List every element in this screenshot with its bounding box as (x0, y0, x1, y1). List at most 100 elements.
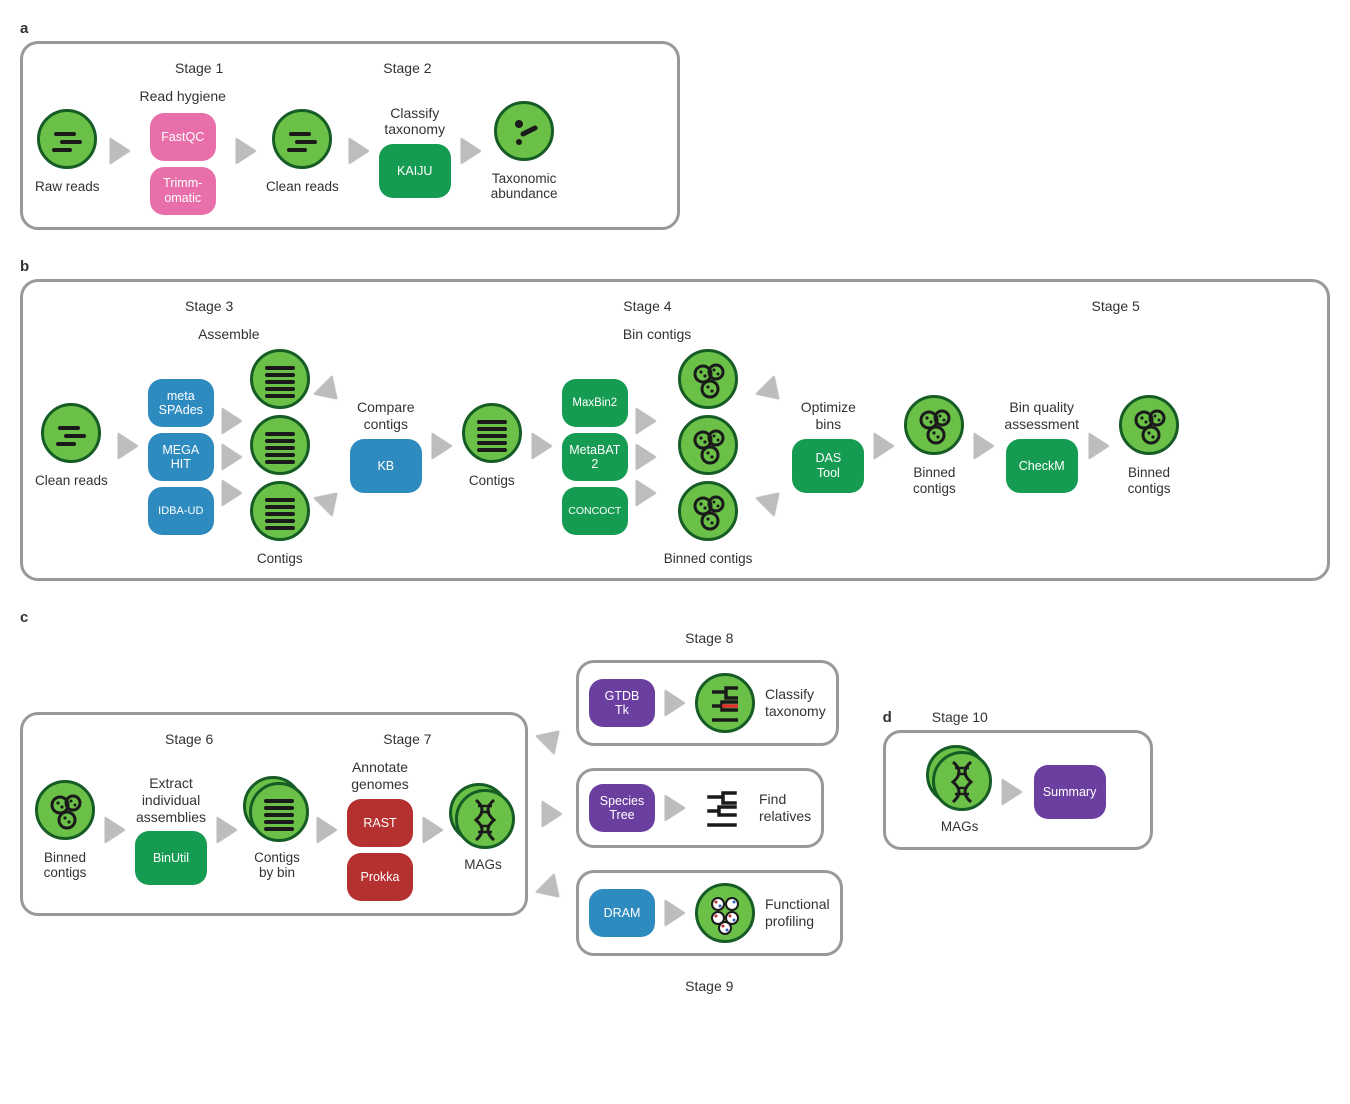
classify-tax-label: Classify taxonomy (384, 105, 445, 139)
arrow-icon (974, 433, 994, 459)
panel-b: Stage 3 Stage 4 Stage 5 Clean reads Asse… (20, 279, 1330, 581)
arrow-icon (756, 484, 789, 517)
maxbin2-box: MaxBin2 (562, 379, 628, 427)
raw-reads-caption: Raw reads (35, 179, 100, 195)
panel-d: MAGs Summary (883, 730, 1153, 850)
binned-caption: Binned contigs (913, 465, 956, 496)
stage8-box: GTDB Tk Classify taxonomy (576, 660, 839, 746)
arrow-icon (665, 900, 685, 926)
binned-icon (678, 349, 738, 409)
stage3-label: Stage 3 (185, 298, 233, 314)
speciestree-box: Species Tree (589, 784, 655, 832)
annotate-label: Annotate genomes (351, 759, 409, 793)
arrow-icon (222, 408, 242, 434)
arrow-icon (636, 444, 656, 470)
arrow-icon (874, 433, 894, 459)
trimmomatic-box: Trimm- omatic (150, 167, 216, 215)
metaspades-box: meta SPAdes (148, 379, 214, 427)
panel-a-label: a (20, 20, 28, 37)
arrow-icon (461, 138, 481, 164)
bincontigs-label: Bin contigs (623, 326, 691, 343)
stage7-label: Stage 7 (383, 731, 431, 747)
kb-box: KB (350, 439, 422, 493)
contigs-caption: Contigs (257, 551, 303, 567)
clean-reads-caption: Clean reads (266, 179, 339, 195)
compare-label: Compare contigs (357, 399, 415, 433)
stage8-label: Stage 8 (685, 630, 733, 646)
arrow-icon (317, 817, 337, 843)
mags-caption-d: MAGs (941, 819, 979, 835)
rast-box: RAST (347, 799, 413, 847)
binned-icon (904, 395, 964, 455)
arrow-icon (536, 722, 569, 755)
dastool-box: DAS Tool (792, 439, 864, 493)
panel-a: Stage 1 Stage 2 Raw reads Read hygiene F… (20, 41, 680, 230)
dram-box: DRAM (589, 889, 655, 937)
prokka-box: Prokka (347, 853, 413, 901)
arrow-icon (636, 480, 656, 506)
arrow-icon (105, 817, 125, 843)
findrel-label: Find relatives (759, 791, 811, 825)
binned-caption-c: Binned contigs (44, 850, 87, 881)
func-icon (695, 883, 755, 943)
clean-reads-icon (41, 403, 101, 463)
assemble-label: Assemble (198, 326, 259, 343)
arrow-icon (423, 817, 443, 843)
bqa-label: Bin quality assessment (1004, 399, 1079, 433)
classifytax-label-c: Classify taxonomy (765, 686, 826, 720)
mags-icon (932, 751, 992, 811)
arrow-icon (756, 376, 789, 409)
arrow-icon (349, 138, 369, 164)
raw-reads-icon (37, 109, 97, 169)
contigs-icon (250, 349, 310, 409)
gtdbtk-box: GTDB Tk (589, 679, 655, 727)
stage9-label: Stage 9 (685, 978, 733, 994)
arrow-icon (665, 690, 685, 716)
arrow-icon (222, 444, 242, 470)
read-hygiene-label: Read hygiene (140, 88, 226, 105)
arrow-icon (636, 408, 656, 434)
stage1-label: Stage 1 (175, 60, 223, 76)
arrow-icon (1089, 433, 1109, 459)
clean-reads-caption-b: Clean reads (35, 473, 108, 489)
arrow-icon (314, 484, 347, 517)
binned-icon (35, 780, 95, 840)
fastqc-box: FastQC (150, 113, 216, 161)
binned-icon (678, 481, 738, 541)
arrow-icon (1002, 779, 1022, 805)
arrow-icon (432, 433, 452, 459)
idbaud-box: IDBA-UD (148, 487, 214, 535)
funcprof-label: Functional profiling (765, 896, 830, 930)
concoct-box: CONCOCT (562, 487, 628, 535)
contigs-caption: Contigs (469, 473, 515, 489)
arrow-icon (665, 795, 685, 821)
arrow-icon (222, 480, 242, 506)
optimize-label: Optimize bins (801, 399, 856, 433)
arrow-icon (532, 433, 552, 459)
stage4-label: Stage 4 (623, 298, 671, 314)
tax-abund-caption: Taxonomic abundance (491, 171, 558, 202)
checkm-box: CheckM (1006, 439, 1078, 493)
mags-caption: MAGs (464, 857, 502, 873)
stage9-box: DRAM Functional profiling (576, 870, 843, 956)
stage8b-box: Species Tree Find relatives (576, 768, 824, 848)
arrow-icon (118, 433, 138, 459)
arrow-icon (236, 138, 256, 164)
panel-c-main: Stage 6 Stage 7 Binned contigs Extract i… (20, 712, 528, 916)
mags-icon (455, 789, 515, 849)
arrow-icon (536, 874, 569, 907)
binned-icon (678, 415, 738, 475)
stage2-label: Stage 2 (383, 60, 431, 76)
binutil-box: BinUtil (135, 831, 207, 885)
clean-reads-icon (272, 109, 332, 169)
panel-d-label: d (883, 709, 892, 726)
stage5-label: Stage 5 (1092, 298, 1140, 314)
tree-icon (695, 673, 755, 733)
summary-box: Summary (1034, 765, 1106, 819)
contigs-icon (462, 403, 522, 463)
binned-contigs-caption: Binned contigs (664, 551, 753, 567)
contigs-icon (250, 415, 310, 475)
stage6-label: Stage 6 (165, 731, 213, 747)
metabat2-box: MetaBAT 2 (562, 433, 628, 481)
arrow-icon (542, 801, 562, 827)
